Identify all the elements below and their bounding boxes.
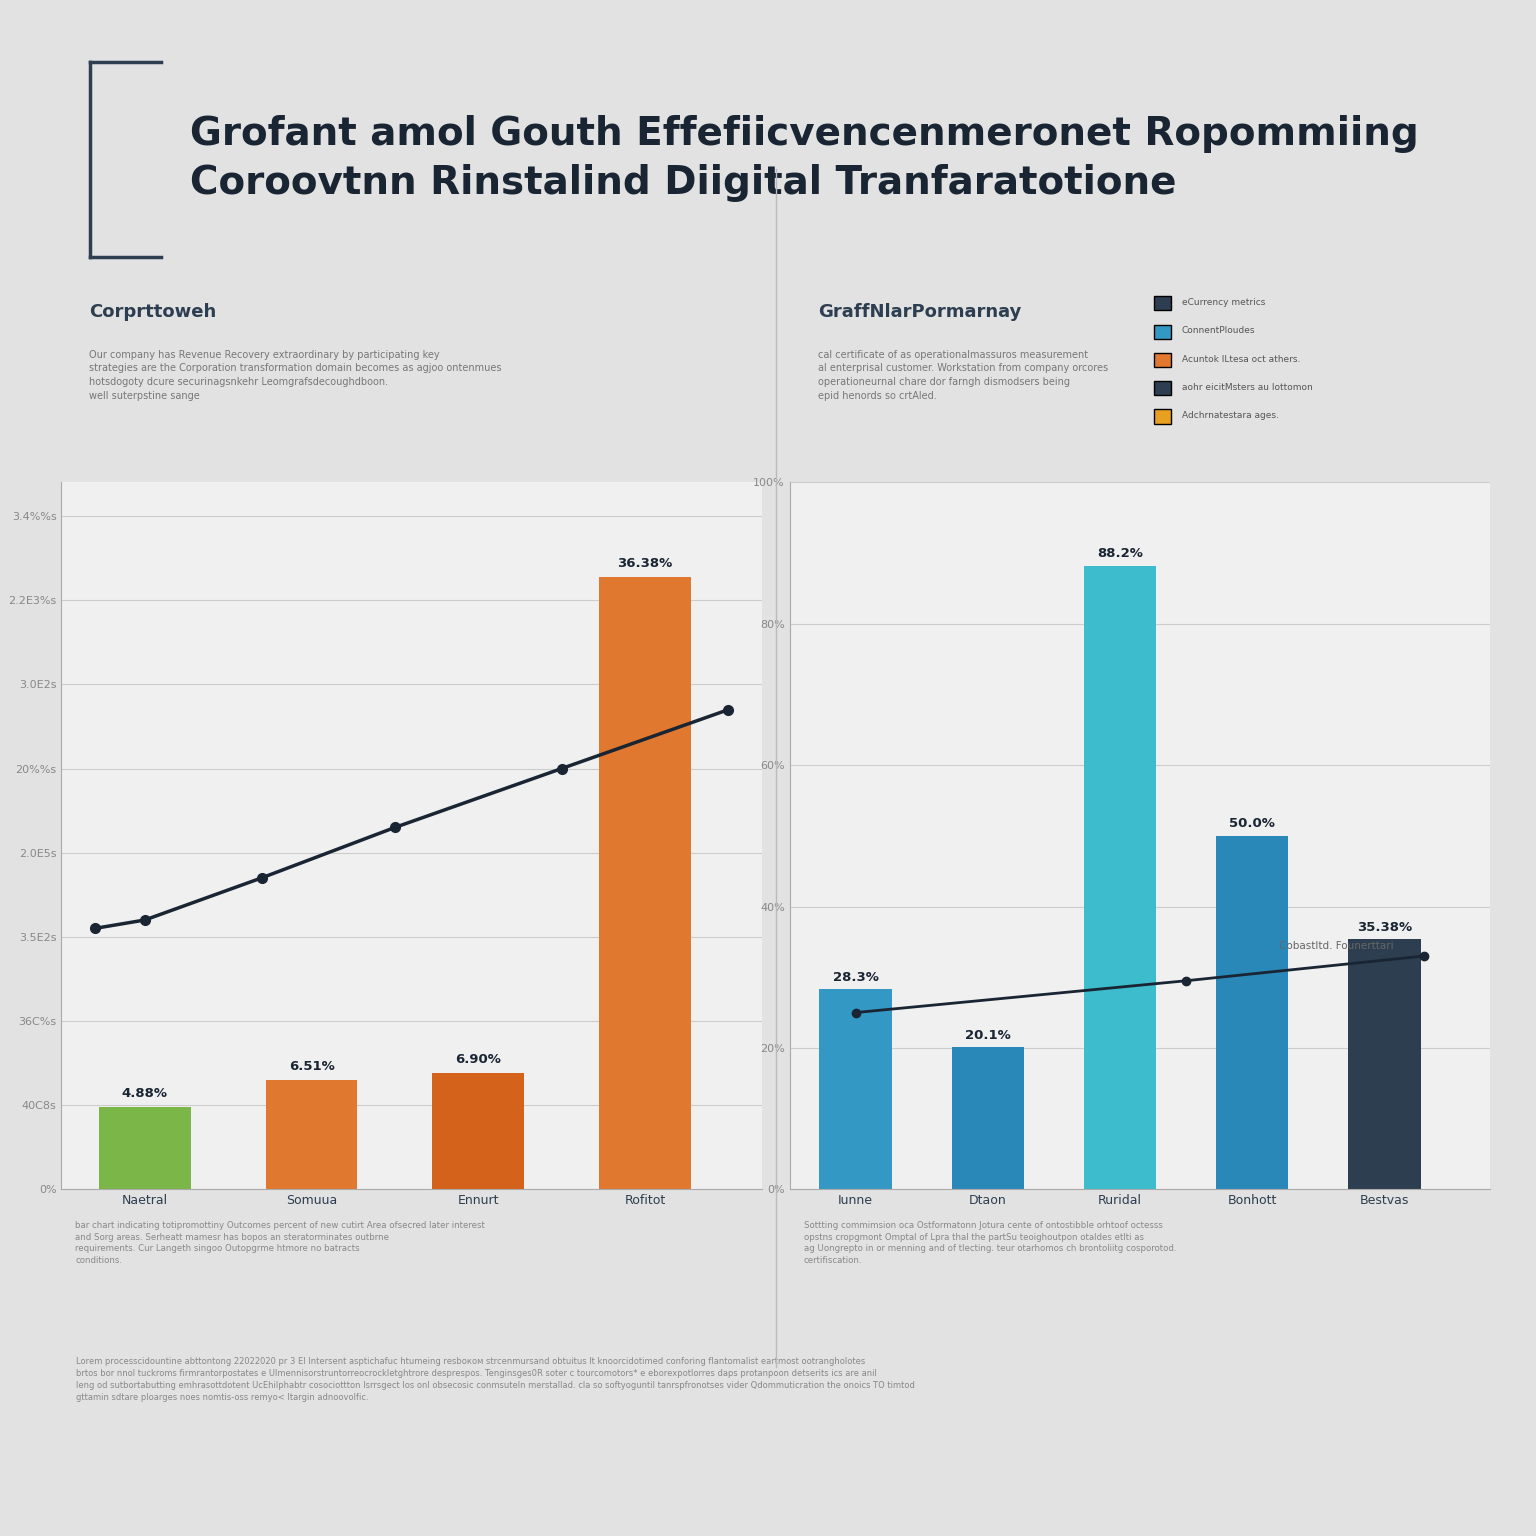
Text: 6.90%: 6.90% (455, 1054, 501, 1066)
Text: Sottting commimsion oca Ostformatonn Jotura cente of ontostibble orhtoof octesss: Sottting commimsion oca Ostformatonn Jot… (803, 1221, 1177, 1266)
Bar (951, 1048, 1025, 1189)
Text: 6.51%: 6.51% (289, 1060, 335, 1074)
Text: 4.88%: 4.88% (121, 1087, 167, 1100)
Text: GraffNlarPormarnay: GraffNlarPormarnay (817, 303, 1021, 321)
Bar (819, 989, 892, 1189)
Text: eCurrency metrics: eCurrency metrics (1181, 298, 1266, 307)
Text: 36.38%: 36.38% (617, 558, 673, 570)
Text: Our company has Revenue Recovery extraordinary by participating key
strategies a: Our company has Revenue Recovery extraor… (89, 350, 502, 401)
Text: Acuntok ILtesa oct athers.: Acuntok ILtesa oct athers. (1181, 355, 1299, 364)
Text: 28.3%: 28.3% (833, 971, 879, 983)
Bar (599, 578, 691, 1189)
Text: 20.1%: 20.1% (965, 1029, 1011, 1041)
Text: 35.38%: 35.38% (1356, 920, 1412, 934)
Text: 88.2%: 88.2% (1097, 547, 1143, 561)
Text: ConnentPloudes: ConnentPloudes (1181, 326, 1255, 335)
Bar (1084, 565, 1157, 1189)
FancyBboxPatch shape (1154, 324, 1172, 339)
Text: Lorem processcidountine abttontong 22022020 pr 3 El Intersent asptichafuc htumei: Lorem processcidountine abttontong 22022… (75, 1356, 914, 1402)
Bar (98, 1107, 190, 1189)
Bar (433, 1074, 524, 1189)
FancyBboxPatch shape (1154, 381, 1172, 395)
FancyBboxPatch shape (1154, 296, 1172, 310)
Text: Grofant amol Gouth Effefiicvencenmeronet Ropommiing
Coroovtnn Rinstalind Diigita: Grofant amol Gouth Effefiicvencenmeronet… (190, 115, 1419, 201)
Bar (266, 1080, 358, 1189)
Text: Corprttoweh: Corprttoweh (89, 303, 217, 321)
Text: bar chart indicating totipromottiny Outcomes percent of new cutirt Area ofsecred: bar chart indicating totipromottiny Outc… (75, 1221, 485, 1266)
Text: Adchrnatestara ages.: Adchrnatestara ages. (1181, 412, 1278, 421)
Text: 50.0%: 50.0% (1229, 817, 1275, 831)
Text: cal certificate of as operationalmassuros measurement
al enterprisal customer. W: cal certificate of as operationalmassuro… (817, 350, 1107, 401)
FancyBboxPatch shape (1154, 410, 1172, 424)
Bar (1349, 938, 1421, 1189)
Bar (1217, 836, 1289, 1189)
FancyBboxPatch shape (1154, 353, 1172, 367)
Text: aohr eicitMsters au lottomon: aohr eicitMsters au lottomon (1181, 382, 1313, 392)
Text: Cobastltd. Founerttari: Cobastltd. Founerttari (1278, 942, 1393, 951)
